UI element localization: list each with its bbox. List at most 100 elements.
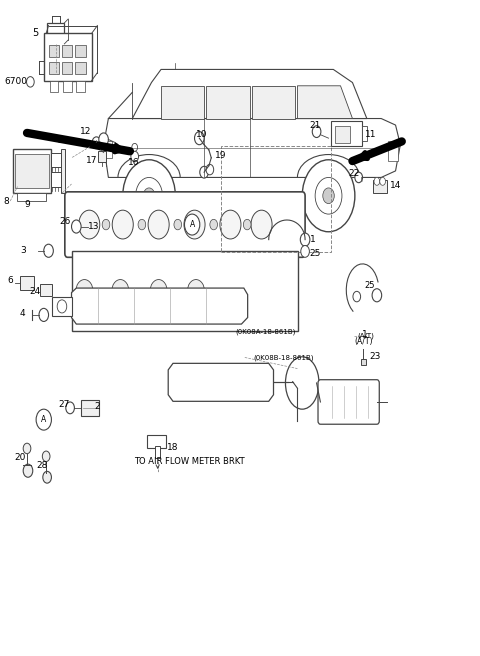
Bar <box>48 62 59 74</box>
Bar <box>98 152 107 162</box>
Bar <box>17 193 46 201</box>
Circle shape <box>123 160 175 232</box>
Circle shape <box>102 219 110 230</box>
Circle shape <box>243 219 251 230</box>
Circle shape <box>92 137 101 149</box>
Circle shape <box>99 133 108 146</box>
Bar <box>75 45 86 57</box>
Bar <box>335 127 350 143</box>
Bar <box>388 142 398 161</box>
Circle shape <box>184 214 200 235</box>
Text: 6700: 6700 <box>4 77 27 87</box>
Circle shape <box>302 160 355 232</box>
Bar <box>147 436 166 449</box>
Bar <box>373 180 387 193</box>
Circle shape <box>300 233 310 246</box>
Text: 10: 10 <box>196 130 207 138</box>
Bar <box>48 45 59 57</box>
Bar <box>62 45 72 57</box>
Bar <box>52 297 72 316</box>
Bar <box>361 359 366 365</box>
Circle shape <box>372 289 382 302</box>
Text: 8: 8 <box>3 197 9 205</box>
Circle shape <box>42 451 50 462</box>
Text: TO AIR FLOW METER BRKT: TO AIR FLOW METER BRKT <box>134 457 244 466</box>
Bar <box>81 400 99 416</box>
Circle shape <box>210 219 217 230</box>
Polygon shape <box>132 70 367 119</box>
Circle shape <box>66 402 74 414</box>
Circle shape <box>251 210 272 239</box>
Text: 6: 6 <box>8 276 13 285</box>
Circle shape <box>380 177 385 185</box>
Bar <box>63 81 72 92</box>
Circle shape <box>144 188 155 203</box>
Text: A: A <box>190 220 195 229</box>
Bar <box>47 23 64 44</box>
Polygon shape <box>206 86 250 119</box>
Circle shape <box>220 210 241 239</box>
Bar <box>51 153 61 167</box>
Text: 27: 27 <box>58 400 70 409</box>
Text: 17: 17 <box>86 156 97 165</box>
Circle shape <box>301 245 310 257</box>
Bar <box>15 154 48 188</box>
Bar <box>75 62 86 74</box>
Circle shape <box>323 188 334 203</box>
Circle shape <box>174 219 181 230</box>
Polygon shape <box>104 119 400 177</box>
Text: 11: 11 <box>365 131 377 139</box>
Circle shape <box>23 464 33 478</box>
Text: 5: 5 <box>32 28 38 39</box>
Text: (0K08A-18-861B): (0K08A-18-861B) <box>235 329 296 335</box>
FancyBboxPatch shape <box>318 380 379 424</box>
Text: 22: 22 <box>57 136 69 145</box>
Circle shape <box>44 244 53 257</box>
Text: 23: 23 <box>369 352 381 361</box>
Text: 1: 1 <box>362 330 368 339</box>
Polygon shape <box>168 363 274 401</box>
Bar <box>40 284 52 296</box>
Text: 14: 14 <box>390 181 401 190</box>
Circle shape <box>112 279 129 303</box>
Bar <box>62 62 72 74</box>
Circle shape <box>23 443 31 454</box>
Circle shape <box>131 152 139 162</box>
Circle shape <box>112 210 133 239</box>
FancyBboxPatch shape <box>65 192 305 257</box>
Circle shape <box>43 472 51 483</box>
Text: 25: 25 <box>309 249 320 258</box>
Circle shape <box>206 165 214 174</box>
Circle shape <box>194 132 204 145</box>
Text: 13: 13 <box>88 222 100 231</box>
Circle shape <box>138 219 146 230</box>
Bar <box>72 251 299 331</box>
Text: 3: 3 <box>20 246 25 255</box>
Text: 19: 19 <box>215 151 227 159</box>
Circle shape <box>76 279 93 303</box>
Bar <box>155 446 159 458</box>
Text: 9: 9 <box>24 201 30 209</box>
Circle shape <box>355 173 362 182</box>
Text: (A/T): (A/T) <box>355 337 373 346</box>
Bar <box>49 81 58 92</box>
Text: 25: 25 <box>364 281 375 290</box>
Circle shape <box>353 291 360 302</box>
Bar <box>44 33 92 81</box>
Text: 4: 4 <box>20 309 25 318</box>
Text: A: A <box>41 415 47 424</box>
Text: 26: 26 <box>59 217 71 226</box>
Circle shape <box>36 409 51 430</box>
Circle shape <box>187 279 204 303</box>
Text: 20: 20 <box>14 453 25 462</box>
Text: 12: 12 <box>80 127 91 136</box>
Ellipse shape <box>286 357 319 409</box>
Circle shape <box>200 167 208 178</box>
Text: 18: 18 <box>167 443 179 451</box>
Circle shape <box>26 77 34 87</box>
Text: 21: 21 <box>310 121 321 130</box>
Text: (A/T): (A/T) <box>357 333 374 339</box>
Bar <box>104 142 112 158</box>
Circle shape <box>150 279 167 303</box>
Polygon shape <box>72 288 248 324</box>
